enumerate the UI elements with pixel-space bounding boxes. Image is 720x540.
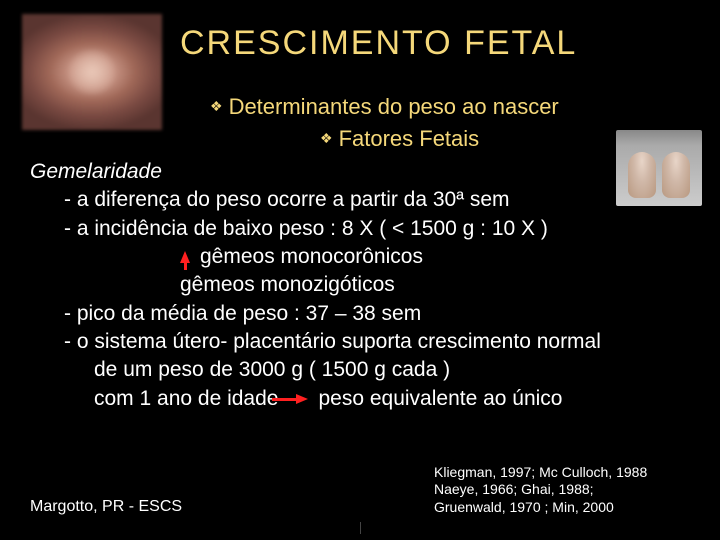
body-line-4: - pico da média de peso : 37 – 38 sem xyxy=(30,300,690,328)
arrow-up-icon xyxy=(180,251,190,263)
slide-title: CRESCIMENTO FETAL xyxy=(180,24,700,63)
footer-references: Kliegman, 1997; Mc Culloch, 1988 Naeye, … xyxy=(434,464,694,517)
body-line-3b: gêmeos monozigóticos xyxy=(30,271,690,299)
arrow-right-icon xyxy=(296,394,308,404)
diamond-bullet-icon: ❖ xyxy=(320,130,333,147)
body-line-7a-text: com 1 ano de idade xyxy=(94,387,278,410)
body-line-3a-text: gêmeos monocorônicos xyxy=(200,245,423,268)
body-line-6: de um peso de 3000 g ( 1500 g cada ) xyxy=(30,356,690,384)
body-heading: Gemelaridade xyxy=(30,160,162,183)
fetus-image xyxy=(22,14,162,130)
body-line-1: - a diferença do peso ocorre a partir da… xyxy=(30,186,690,214)
subtitle-determinants-text: Determinantes do peso ao nascer xyxy=(229,94,559,119)
subtitle-fetal-factors-text: Fatores Fetais xyxy=(339,126,480,151)
footer-author: Margotto, PR - ESCS xyxy=(30,498,182,516)
bottom-tick-mark xyxy=(360,522,361,534)
diamond-bullet-icon: ❖ xyxy=(210,98,223,115)
footer-ref-1: Kliegman, 1997; Mc Culloch, 1988 xyxy=(434,464,694,482)
footer-ref-2: Naeye, 1966; Ghai, 1988; xyxy=(434,481,694,499)
body-line-3a: gêmeos monocorônicos xyxy=(30,243,690,271)
body-line-5: - o sistema útero- placentário suporta c… xyxy=(30,328,690,356)
body-line-7b-text: peso equivalente ao único xyxy=(318,387,562,410)
subtitle-fetal-factors: ❖ Fatores Fetais xyxy=(320,126,479,152)
body-line-7: com 1 ano de idade peso equivalente ao ún… xyxy=(30,385,690,413)
subtitle-determinants: ❖ Determinantes do peso ao nascer xyxy=(210,94,559,120)
footer-ref-3: Gruenwald, 1970 ; Min, 2000 xyxy=(434,499,694,517)
body-line-2: - a incidência de baixo peso : 8 X ( < 1… xyxy=(30,215,690,243)
body-content: Gemelaridade - a diferença do peso ocorr… xyxy=(30,158,690,413)
